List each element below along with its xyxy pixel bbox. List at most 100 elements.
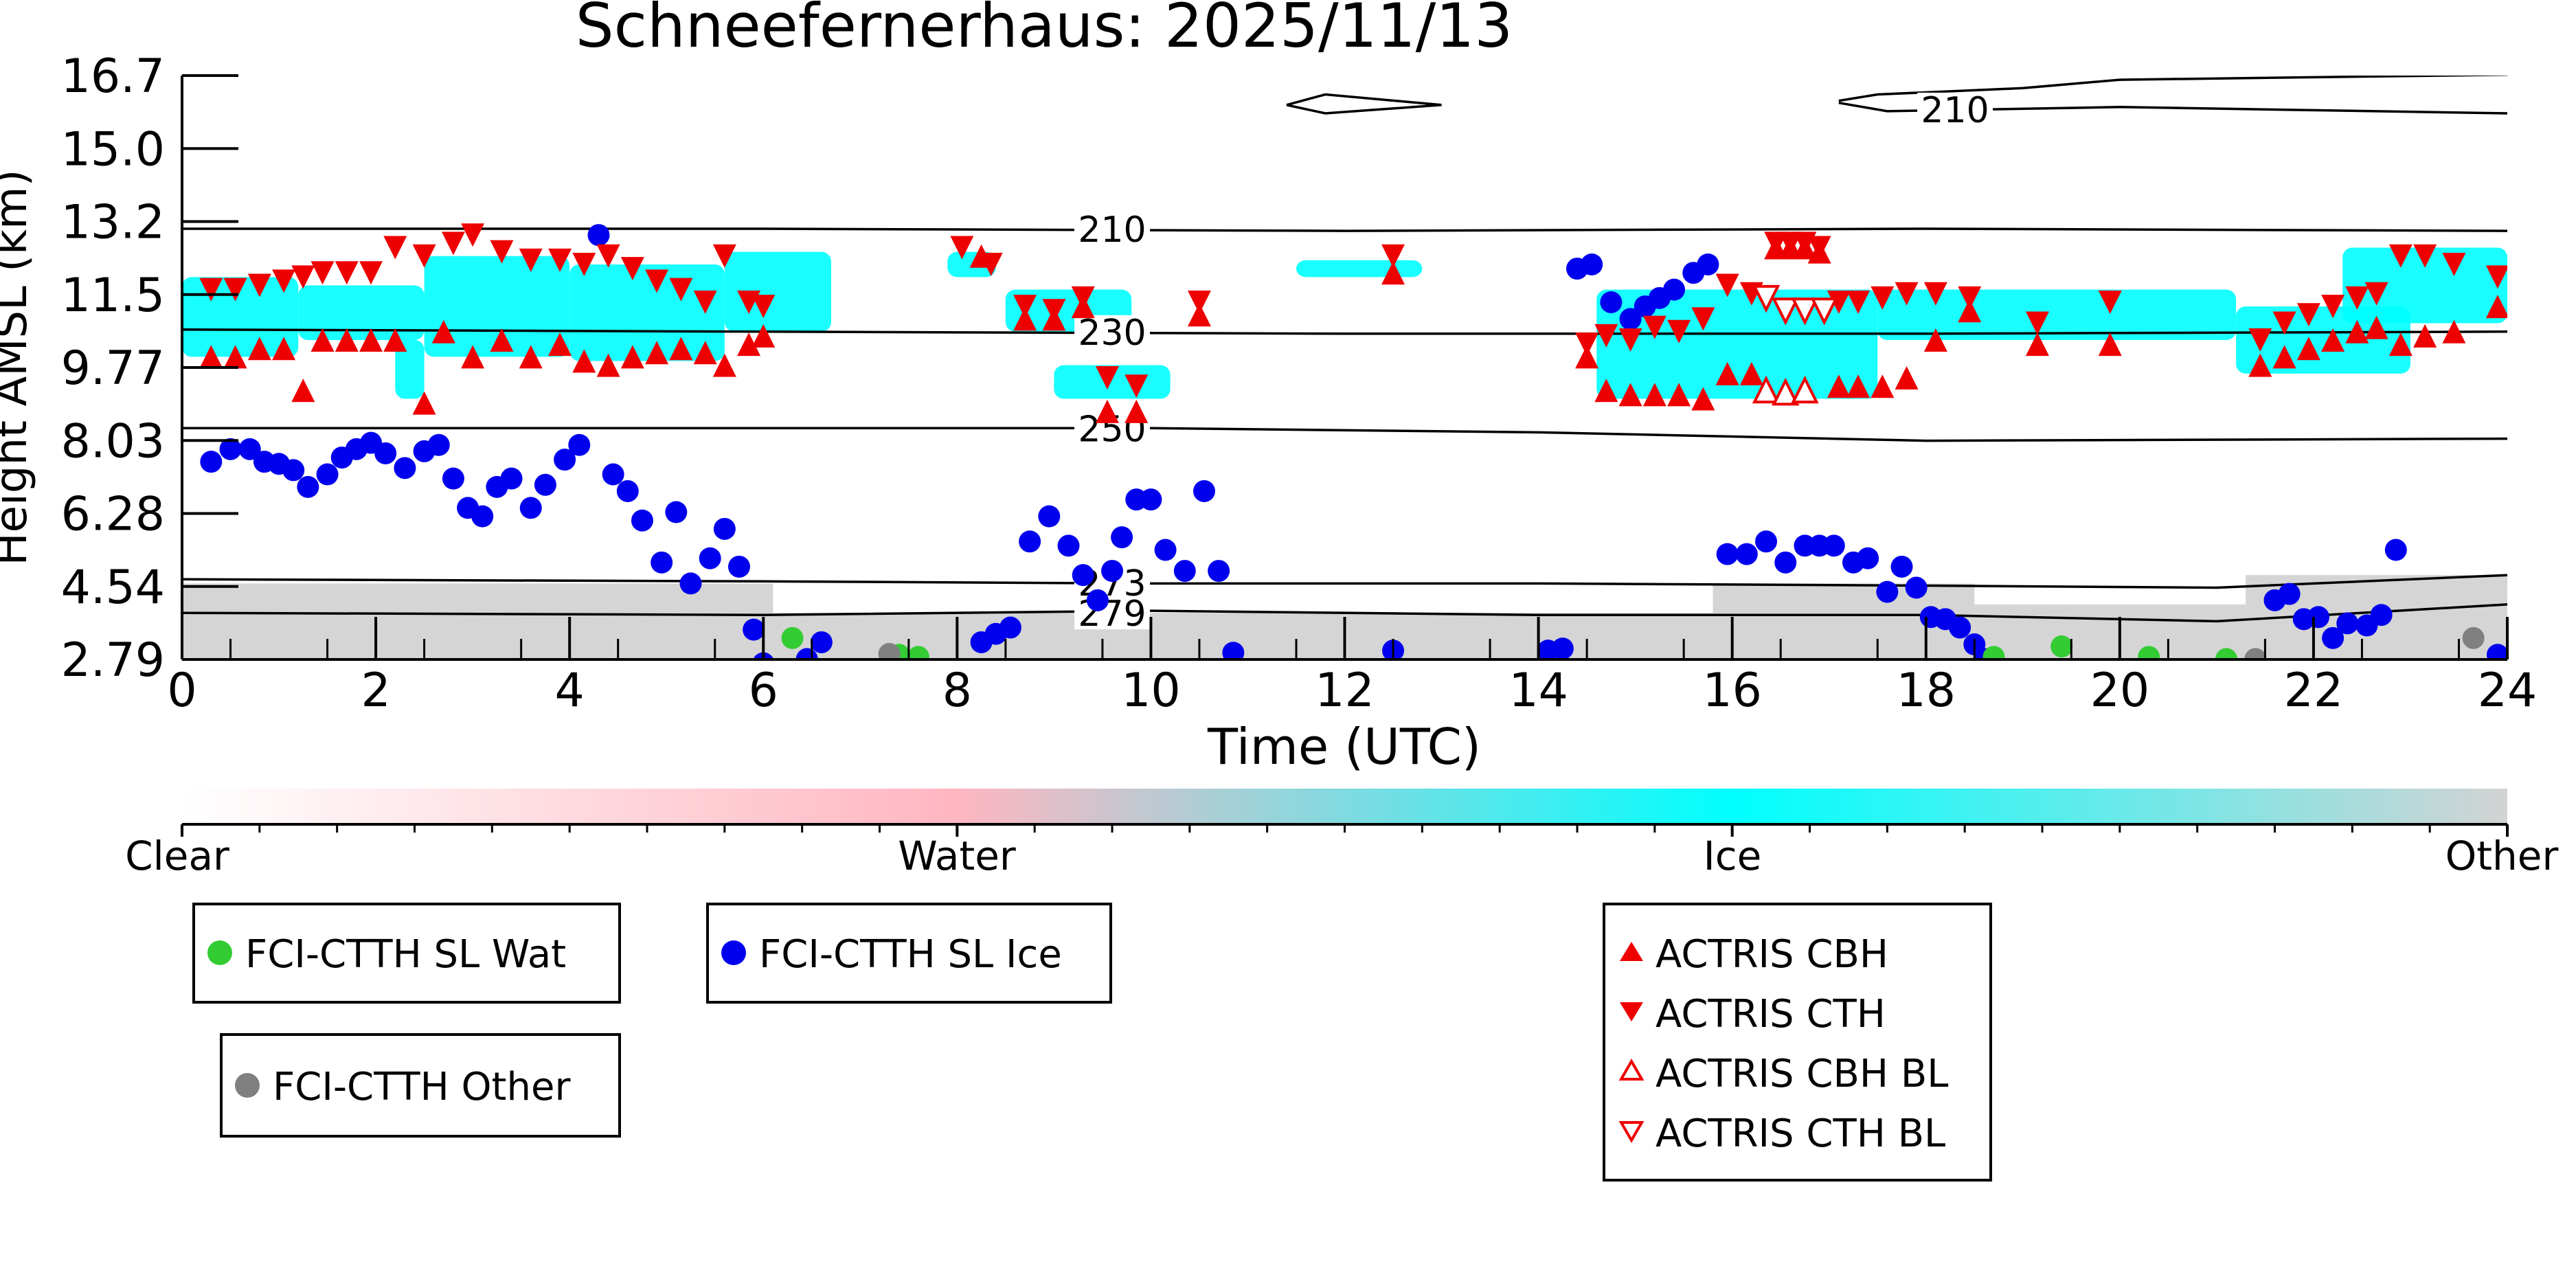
x-tick-label-6: 12: [1315, 664, 1375, 718]
point-fci-ctth-sl-ice-21: [534, 473, 556, 496]
series-fci-ctth-sl-ice: [200, 224, 2507, 659]
legend-label-actris-cbh-bl: ACTRIS CBH BL: [1656, 1052, 1948, 1096]
mask-ice-region-4: [569, 264, 725, 361]
colorbar-ticks: [181, 823, 2509, 837]
x-tick-label-7: 14: [1509, 664, 1568, 718]
point-actris-cth-bl-1: [1772, 297, 1800, 326]
legend-marker-actris-cbh: [1620, 942, 1643, 961]
point-fci-ctth-sl-ice-14: [427, 433, 450, 456]
isotherm-line-0: [182, 227, 2507, 232]
point-fci-ctth-sl-ice-29: [665, 501, 688, 523]
point-actris-cth-28: [1071, 286, 1095, 310]
point-fci-ctth-sl-wat-0: [781, 626, 804, 649]
x-tick-label-4: 8: [942, 664, 972, 718]
point-fci-ctth-sl-ice-68: [1735, 543, 1758, 565]
chart-title: Schneefernerhaus: 2025/11/13: [576, 0, 1513, 61]
legend-box-actris: ACTRIS CBH ACTRIS CTH ACTRIS CBH BL ACTR…: [1603, 903, 1992, 1182]
isotherm-line-5: [1286, 93, 1442, 115]
point-actris-cbh-0: [199, 345, 223, 369]
point-actris-cth-44: [1807, 236, 1831, 260]
point-actris-cth-0: [199, 278, 223, 302]
point-actris-cbh-bl-1: [1772, 377, 1800, 406]
y-tick-label-7: 15.0: [61, 122, 165, 177]
y-tick-label-4: 9.77: [61, 341, 165, 396]
point-fci-ctth-sl-ice-61: [1619, 308, 1642, 330]
legend-box-fci-wat: FCI-CTTH SL Wat: [192, 903, 621, 1004]
point-fci-ctth-sl-ice-60: [1600, 291, 1623, 313]
point-fci-ctth-sl-ice-93: [2486, 644, 2507, 659]
x-tick-label-11: 22: [2284, 664, 2344, 718]
point-actris-cth-61: [2442, 252, 2466, 276]
point-actris-cth-27: [1042, 299, 1066, 323]
point-actris-cbh-30: [1187, 303, 1211, 327]
point-fci-ctth-sl-ice-85: [2278, 583, 2301, 605]
point-actris-cth-11: [461, 223, 485, 247]
x-tick-label-8: 16: [1702, 664, 1762, 718]
point-actris-cth-34: [1594, 324, 1618, 348]
point-actris-cbh-45: [1846, 374, 1871, 398]
point-actris-cbh-35: [1642, 383, 1667, 407]
point-actris-cbh-22: [737, 332, 761, 357]
point-actris-cth-21: [712, 244, 736, 268]
legend-label-fci-other: FCI-CTTH Other: [273, 1065, 571, 1109]
point-actris-cbh-53: [2272, 345, 2296, 369]
point-actris-cth-29: [1095, 365, 1119, 389]
point-actris-cth-14: [548, 248, 572, 272]
point-fci-ctth-sl-ice-25: [602, 463, 624, 486]
point-actris-cbh-57: [2364, 315, 2388, 339]
point-fci-ctth-sl-ice-7: [316, 463, 339, 486]
point-actris-cbh-46: [1871, 374, 1895, 398]
point-actris-cbh-bl-0: [1752, 375, 1781, 404]
point-actris-cbh-3: [272, 337, 296, 361]
isotherm-line-6: [1838, 101, 2507, 115]
point-actris-cbh-55: [2321, 328, 2345, 352]
y-tick-label-8: 16.7: [61, 49, 165, 104]
point-fci-ctth-sl-ice-89: [2336, 612, 2359, 635]
point-fci-ctth-other-0: [878, 643, 901, 659]
point-fci-ctth-sl-wat-3: [1982, 646, 2005, 659]
mask-ice-region-1: [298, 285, 425, 340]
point-actris-cth-7: [359, 261, 383, 285]
point-actris-cbh-12: [490, 328, 514, 352]
point-fci-ctth-sl-ice-73: [1822, 534, 1845, 557]
point-fci-ctth-sl-ice-77: [1890, 555, 1913, 578]
point-actris-cth-5: [310, 261, 335, 285]
legend-marker-actris-cth-bl: [1618, 1121, 1645, 1144]
x-tick-label-5: 10: [1121, 664, 1181, 718]
phase-colorbar: Clear Water Ice Other: [125, 789, 2558, 879]
point-actris-cth-9: [412, 244, 436, 268]
point-fci-ctth-sl-ice-75: [1857, 547, 1879, 569]
point-fci-ctth-sl-ice-43: [1057, 534, 1080, 557]
point-actris-cbh-58: [2388, 332, 2413, 357]
x-tick-label-2: 4: [555, 664, 585, 718]
point-actris-cth-20: [693, 290, 717, 314]
point-fci-ctth-sl-ice-91: [2370, 604, 2393, 626]
cloud-phase-mask: [182, 247, 2507, 659]
point-actris-cth-50: [1958, 286, 1982, 310]
point-actris-cbh-60: [2442, 319, 2466, 343]
point-actris-cbh-10: [431, 319, 455, 343]
x-tick-label-9: 18: [1896, 664, 1956, 718]
x-tick-label-12: 24: [2478, 664, 2538, 718]
point-fci-ctth-sl-ice-37: [810, 631, 833, 653]
point-actris-cbh-25: [1013, 307, 1037, 331]
point-actris-cbh-13: [519, 345, 543, 369]
point-actris-cth-bl-2: [1791, 297, 1819, 326]
point-fci-ctth-sl-ice-20: [519, 497, 542, 519]
legend-box-fci-other: FCI-CTTH Other: [220, 1033, 621, 1138]
y-tick-label-0: 2.79: [61, 633, 165, 688]
point-fci-ctth-sl-wat-4: [2050, 635, 2073, 658]
point-fci-ctth-sl-ice-92: [2384, 539, 2407, 561]
legend-marker-fci-other: [235, 1073, 260, 1098]
point-actris-cth-3: [272, 269, 296, 293]
point-actris-cbh-4: [291, 379, 315, 403]
point-actris-cbh-14: [548, 332, 572, 357]
point-actris-cbh-29: [1125, 399, 1149, 423]
colorbar-gradient: [182, 789, 2507, 824]
point-actris-cbh-28: [1095, 399, 1119, 423]
x-tick-label-1: 2: [361, 664, 390, 718]
legend-label-actris-cth: ACTRIS CTH: [1656, 992, 1886, 1037]
isotherm-line-7: [1838, 76, 2507, 102]
series-actris-cbh: [199, 236, 2507, 423]
